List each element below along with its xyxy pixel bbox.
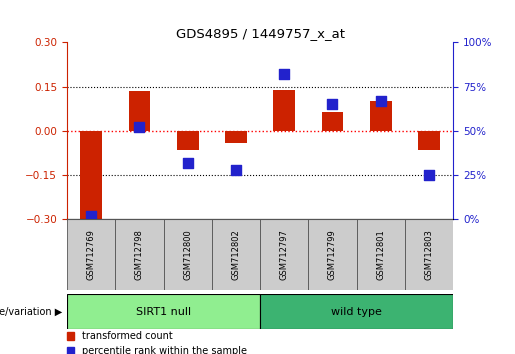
FancyBboxPatch shape <box>163 219 212 290</box>
Bar <box>80 131 102 219</box>
FancyBboxPatch shape <box>212 219 260 290</box>
Bar <box>225 131 247 143</box>
Point <box>280 72 288 77</box>
Title: GDS4895 / 1449757_x_at: GDS4895 / 1449757_x_at <box>176 27 345 40</box>
Bar <box>129 91 150 131</box>
FancyBboxPatch shape <box>356 219 405 290</box>
Bar <box>322 112 344 131</box>
FancyBboxPatch shape <box>115 219 163 290</box>
FancyBboxPatch shape <box>67 294 260 329</box>
Bar <box>370 102 391 131</box>
Point <box>87 213 95 219</box>
FancyBboxPatch shape <box>260 294 453 329</box>
FancyBboxPatch shape <box>67 219 115 290</box>
Text: GSM712802: GSM712802 <box>231 229 241 280</box>
Text: GSM712798: GSM712798 <box>135 229 144 280</box>
Bar <box>418 131 440 150</box>
Text: GSM712799: GSM712799 <box>328 229 337 280</box>
Text: GSM712801: GSM712801 <box>376 229 385 280</box>
FancyBboxPatch shape <box>405 219 453 290</box>
Text: genotype/variation ▶: genotype/variation ▶ <box>0 307 62 316</box>
Point <box>135 125 144 130</box>
Bar <box>177 131 198 150</box>
Point <box>232 167 240 173</box>
FancyBboxPatch shape <box>308 219 356 290</box>
Point <box>376 98 385 104</box>
Point <box>425 172 433 178</box>
Bar <box>273 90 295 131</box>
Text: wild type: wild type <box>331 307 382 316</box>
Point <box>183 160 192 166</box>
Text: GSM712797: GSM712797 <box>280 229 289 280</box>
Point <box>329 102 337 107</box>
Text: GSM712800: GSM712800 <box>183 229 192 280</box>
Text: GSM712769: GSM712769 <box>87 229 96 280</box>
Legend: transformed count, percentile rank within the sample: transformed count, percentile rank withi… <box>66 331 247 354</box>
FancyBboxPatch shape <box>260 219 308 290</box>
Text: SIRT1 null: SIRT1 null <box>136 307 191 316</box>
Text: GSM712803: GSM712803 <box>424 229 434 280</box>
